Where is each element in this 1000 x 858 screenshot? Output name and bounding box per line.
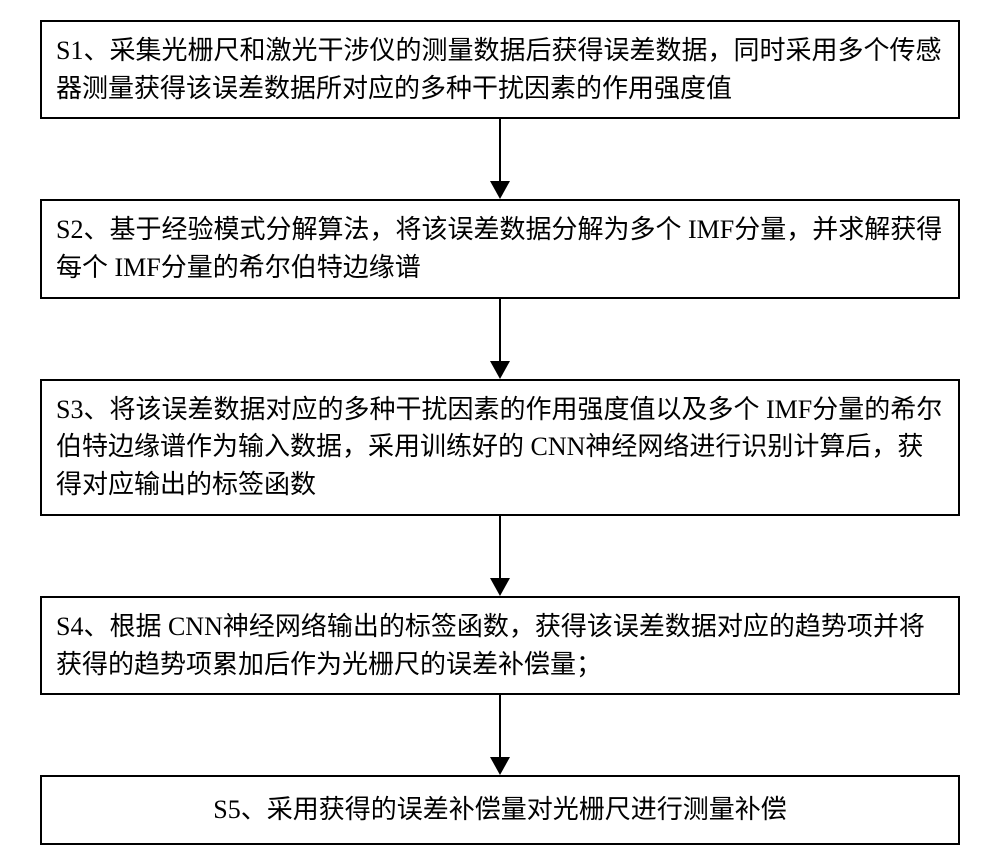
step-s4-text: S4、根据 CNN神经网络输出的标签函数，获得该误差数据对应的趋势项并将获得的趋… bbox=[56, 612, 925, 679]
arrow-head-icon bbox=[490, 757, 510, 775]
step-s5-text: S5、采用获得的误差补偿量对光栅尺进行测量补偿 bbox=[213, 795, 786, 824]
step-s2-text: S2、基于经验模式分解算法，将该误差数据分解为多个 IMF分量，并求解获得每个 … bbox=[56, 215, 942, 282]
arrow-3 bbox=[490, 516, 510, 596]
step-s3-text: S3、将该误差数据对应的多种干扰因素的作用强度值以及多个 IMF分量的希尔伯特边… bbox=[56, 395, 942, 499]
arrow-shaft bbox=[499, 516, 501, 578]
step-s2-box: S2、基于经验模式分解算法，将该误差数据分解为多个 IMF分量，并求解获得每个 … bbox=[40, 199, 960, 298]
arrow-head-icon bbox=[490, 181, 510, 199]
arrow-shaft bbox=[499, 119, 501, 181]
arrow-shaft bbox=[499, 695, 501, 757]
arrow-shaft bbox=[499, 299, 501, 361]
step-s5-box: S5、采用获得的误差补偿量对光栅尺进行测量补偿 bbox=[40, 775, 960, 845]
step-s1-box: S1、采集光栅尺和激光干涉仪的测量数据后获得误差数据，同时采用多个传感器测量获得… bbox=[40, 20, 960, 119]
arrow-head-icon bbox=[490, 578, 510, 596]
arrow-4 bbox=[490, 695, 510, 775]
flowchart-container: S1、采集光栅尺和激光干涉仪的测量数据后获得误差数据，同时采用多个传感器测量获得… bbox=[0, 0, 1000, 845]
arrow-head-icon bbox=[490, 361, 510, 379]
step-s1-text: S1、采集光栅尺和激光干涉仪的测量数据后获得误差数据，同时采用多个传感器测量获得… bbox=[56, 36, 941, 103]
arrow-2 bbox=[490, 299, 510, 379]
arrow-1 bbox=[490, 119, 510, 199]
step-s4-box: S4、根据 CNN神经网络输出的标签函数，获得该误差数据对应的趋势项并将获得的趋… bbox=[40, 596, 960, 695]
step-s3-box: S3、将该误差数据对应的多种干扰因素的作用强度值以及多个 IMF分量的希尔伯特边… bbox=[40, 379, 960, 516]
